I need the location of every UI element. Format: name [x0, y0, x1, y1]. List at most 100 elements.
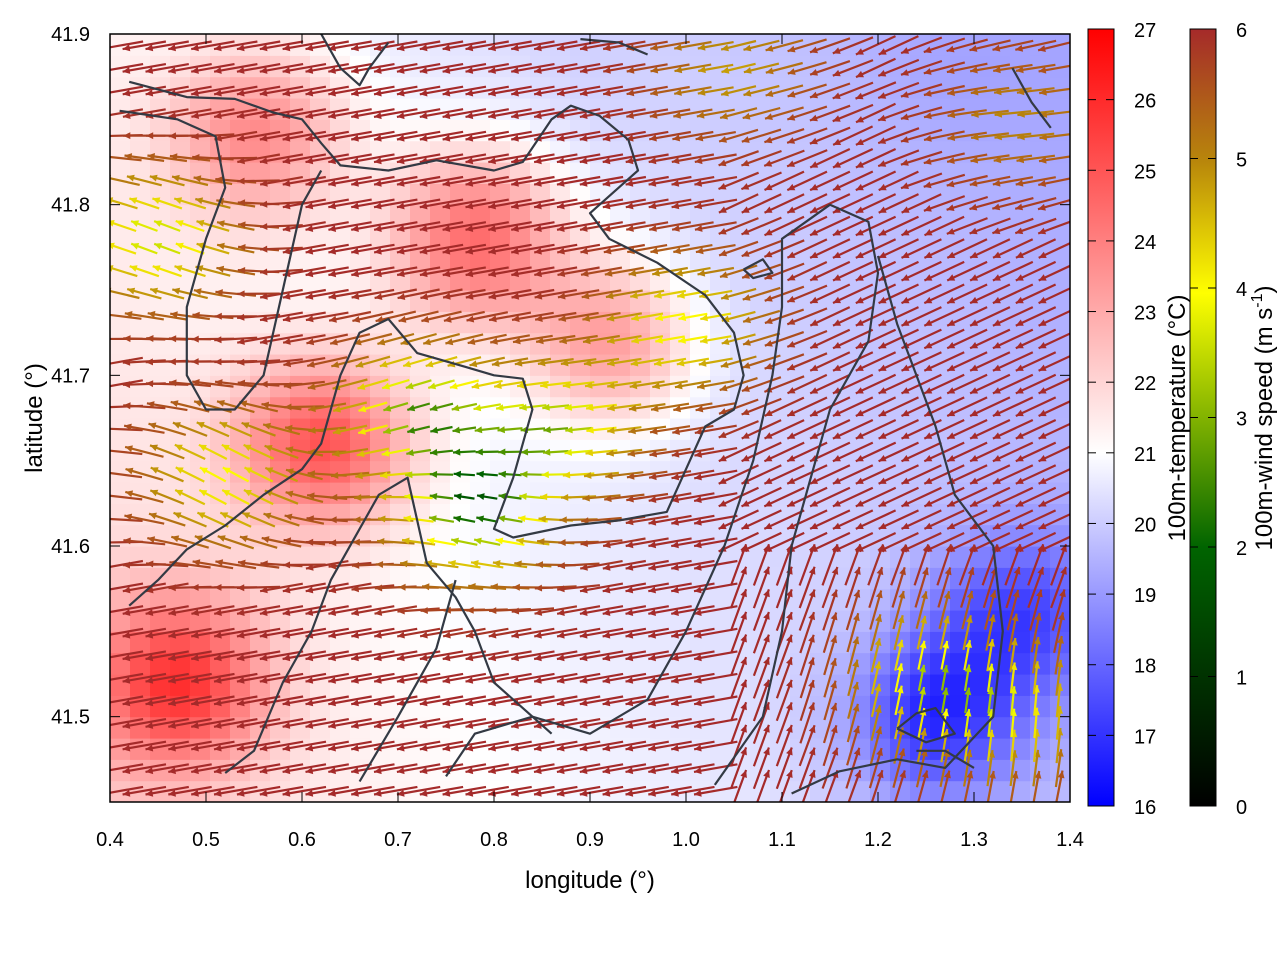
temperature-cell: [710, 631, 731, 654]
wind-arrow: [241, 421, 276, 437]
temperature-cell: [230, 311, 251, 334]
temperature-cell: [330, 588, 351, 611]
wind-arrow: [150, 466, 184, 483]
temperature-cell: [690, 610, 711, 632]
temperature-cell: [710, 652, 731, 675]
wind-arrow: [192, 559, 234, 570]
temperature-cell: [190, 567, 211, 590]
wind-colorbar-tick-label: 1: [1236, 668, 1247, 690]
wind-arrow: [149, 174, 185, 187]
wind-arrow: [398, 310, 439, 323]
temperature-cell: [710, 780, 731, 802]
temperature-cell: [770, 460, 791, 483]
wind-arrow: [196, 511, 229, 528]
wind-arrow: [379, 471, 412, 479]
temperature-cell: [930, 482, 951, 504]
wind-arrow: [259, 334, 303, 345]
wind-arrow: [328, 85, 372, 97]
wind-arrow: [237, 559, 280, 569]
wind-arrow: [221, 489, 250, 506]
wind-arrow: [381, 448, 410, 457]
wind-arrow: [282, 740, 327, 752]
wind-arrow: [355, 471, 391, 480]
wind-arrow: [373, 672, 418, 684]
temperature-cell: [1010, 396, 1031, 419]
temperature-cell: [470, 482, 491, 504]
temperature-cell: [210, 567, 231, 590]
temperature-cell: [450, 183, 471, 206]
temperature-cell: [510, 460, 531, 483]
temperature-cell: [1030, 567, 1051, 590]
wind-arrow: [282, 650, 327, 662]
temperature-cell: [530, 354, 551, 376]
wind-arrow: [402, 355, 435, 368]
temperature-cell: [710, 567, 731, 590]
temperature-cell: [1030, 76, 1051, 99]
x-axis-label: longitude (°): [525, 867, 655, 894]
temperature-cell: [730, 76, 751, 99]
wind-arrow: [404, 493, 433, 500]
wind-arrow: [236, 718, 281, 729]
temperature-cell: [110, 439, 131, 462]
temperature-cell: [650, 588, 671, 611]
temperature-cell: [830, 290, 851, 312]
wind-arrow: [147, 536, 188, 548]
temperature-cell: [850, 162, 871, 184]
temperature-cell: [1010, 247, 1031, 270]
wind-arrow: [169, 379, 211, 388]
temperature-cell: [970, 631, 991, 654]
temperature-cell: [910, 290, 931, 312]
temperature-cell: [670, 418, 691, 440]
wind-arrow: [175, 242, 205, 255]
temperature-cell: [650, 34, 671, 56]
wind-arrow: [331, 448, 369, 457]
temperature-cell: [490, 567, 511, 590]
wind-colorbar-label: 100m-wind speed (m s-1): [1249, 286, 1278, 551]
wind-arrow: [259, 176, 303, 187]
wind-arrow: [129, 265, 160, 278]
wind-arrow: [351, 695, 395, 707]
temperature-cell: [270, 567, 291, 590]
temperature-cell: [270, 375, 291, 398]
temperature-cell: [250, 162, 271, 184]
wind-arrow: [243, 489, 274, 506]
wind-arrow: [328, 650, 372, 662]
wind-arrow: [356, 447, 390, 458]
temperature-cell: [790, 204, 811, 227]
wind-arrow: [145, 85, 189, 97]
wind-arrow: [282, 605, 327, 616]
temperature-cell: [990, 610, 1011, 632]
wind-arrow: [130, 220, 158, 232]
temperature-cell: [350, 311, 371, 334]
wind-arrow: [332, 424, 368, 435]
temperature-cell: [290, 55, 311, 78]
wind-arrow: [328, 672, 372, 684]
temperature-cell: [210, 226, 231, 248]
temperature-cell: [130, 55, 151, 78]
temperature-cell: [990, 738, 1011, 760]
temperature-cell: [910, 311, 931, 334]
temperature-colorbar-tick-label: 17: [1134, 726, 1156, 748]
temperature-cell: [230, 588, 251, 611]
temperature-cell: [730, 140, 751, 163]
wind-arrow: [236, 40, 281, 52]
wind-arrow: [122, 695, 167, 707]
wind-arrow: [216, 242, 255, 254]
wind-arrow: [373, 85, 418, 97]
wind-arrow: [329, 333, 371, 346]
wind-arrow: [351, 198, 395, 210]
wind-arrow: [261, 401, 302, 411]
temperature-cell: [870, 567, 891, 590]
wind-arrow: [328, 740, 372, 752]
temperature-cell: [850, 503, 871, 526]
wind-arrow: [168, 650, 212, 662]
wind-colorbar-tick-label: 0: [1236, 797, 1247, 819]
wind-arrow: [152, 197, 183, 210]
wind-arrow: [241, 511, 276, 528]
wind-arrow: [191, 627, 235, 639]
temperature-colorbar-label: 100m-temperature (°C): [1164, 294, 1191, 541]
wind-arrow: [110, 40, 144, 49]
temperature-cell: [230, 247, 251, 270]
wind-arrow: [285, 468, 323, 481]
temperature-cell: [530, 588, 551, 611]
